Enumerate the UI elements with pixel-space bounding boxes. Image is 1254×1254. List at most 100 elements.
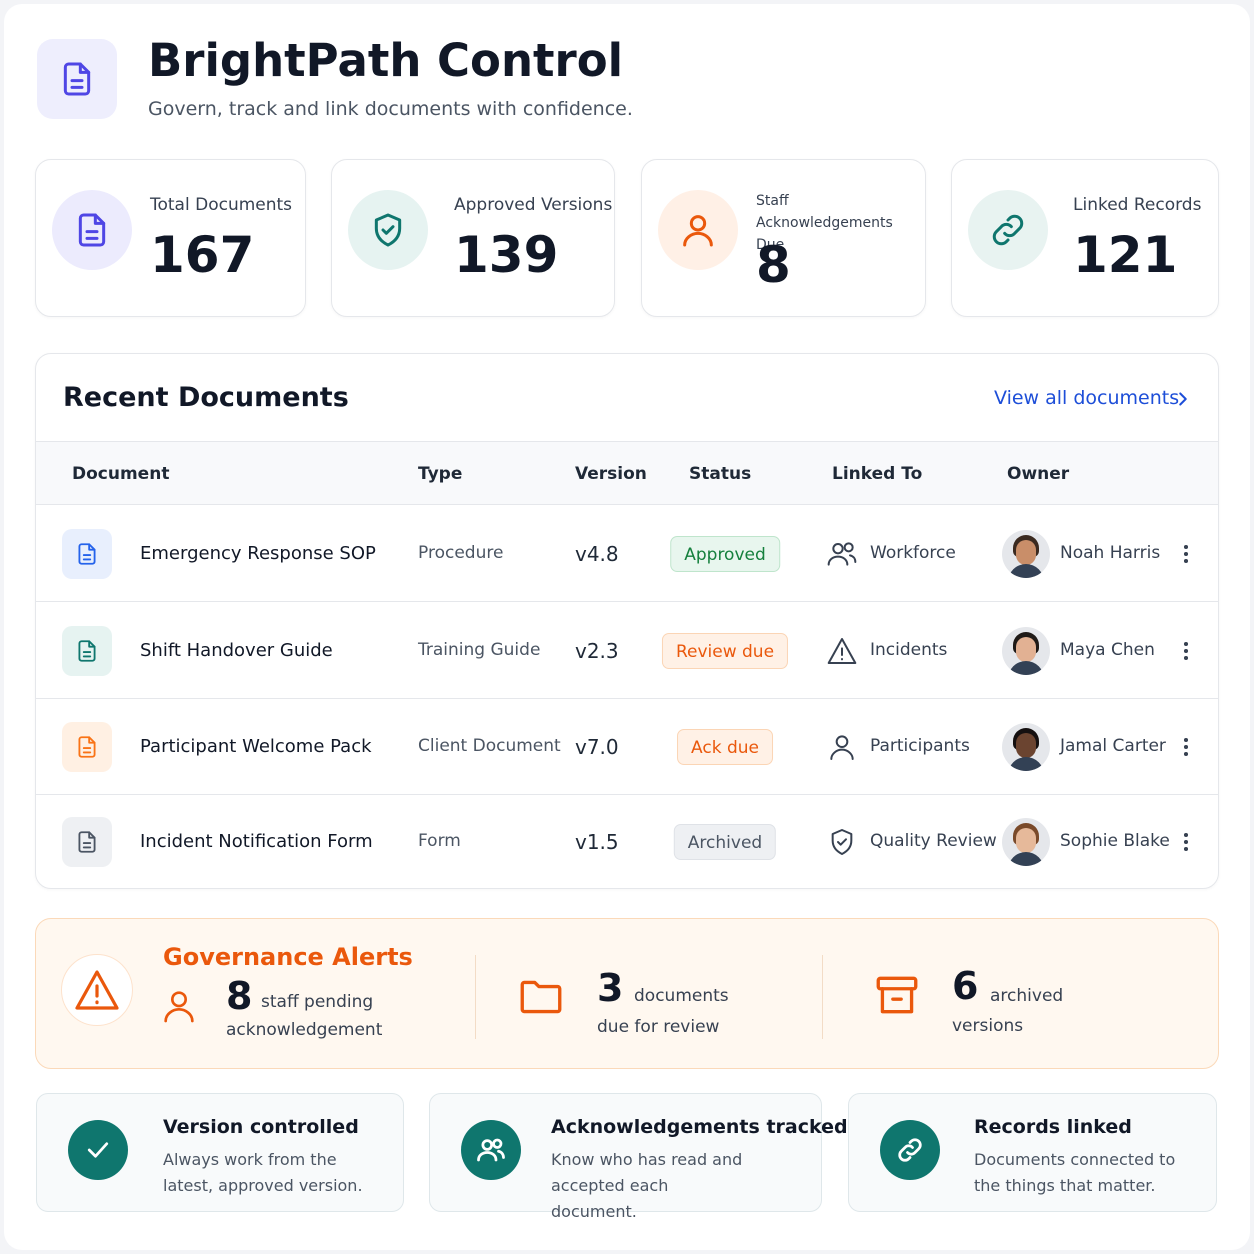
stat-icon-circle: [968, 190, 1048, 270]
page-subtitle: Govern, track and link documents with co…: [148, 98, 633, 120]
doc-icon-tile: [62, 722, 112, 772]
icon: [63, 62, 91, 96]
icon[interactable]: [1174, 639, 1198, 663]
icon: [830, 735, 854, 760]
alert-unit: documents: [634, 986, 729, 1006]
row-divider: [36, 698, 1218, 699]
icon: [520, 980, 562, 1014]
feature-text: Know who has read and accepted each docu…: [551, 1150, 743, 1221]
avatar: [1002, 817, 1050, 866]
stat-label: Staff Acknowledgements Due: [756, 193, 893, 253]
linked-to: Quality Review: [870, 830, 997, 851]
status-pill: Archived: [673, 823, 777, 860]
icon: [992, 214, 1024, 246]
feature-title: Version controlled: [163, 1116, 359, 1138]
doc-type: Client Document: [418, 736, 561, 756]
doc-name: Shift Handover Guide: [140, 639, 333, 661]
icon: [876, 976, 918, 1014]
owner-name: Jamal Carter: [1060, 736, 1166, 756]
alert-value: 6: [952, 964, 979, 1008]
doc-type: Training Guide: [418, 639, 541, 660]
column-header: Document: [72, 464, 170, 484]
avatar: [1002, 529, 1050, 578]
doc-version: v7.0: [575, 735, 619, 759]
doc-version: v4.8: [575, 541, 619, 566]
section-title: Recent Documents: [63, 382, 349, 413]
stat-label: Linked Records: [1073, 195, 1202, 215]
row-divider: [36, 601, 1218, 602]
alert-unit: staff pending: [261, 992, 374, 1012]
alert-text: acknowledgement: [226, 1020, 383, 1040]
icon: [78, 830, 96, 853]
alert-text: due for review: [597, 1017, 720, 1037]
icon[interactable]: [1174, 735, 1198, 759]
avatar-body: [1008, 851, 1044, 866]
stat-label: Total Documents: [150, 195, 293, 215]
stat-icon-circle: [52, 190, 132, 270]
avatar-face: [1016, 539, 1036, 565]
alert-unit: archived: [990, 986, 1064, 1006]
icon: [78, 542, 96, 565]
feature-icon-circle: [68, 1120, 128, 1180]
avatar: [1002, 723, 1050, 771]
icon: [683, 215, 713, 247]
icon: [78, 639, 96, 662]
avatar: [1002, 626, 1050, 675]
icon: [898, 1138, 922, 1162]
row-divider: [36, 794, 1218, 795]
owner-name: Maya Chen: [1060, 639, 1155, 660]
owner-name: Sophie Blake: [1060, 830, 1170, 851]
feature-icon-circle: [461, 1120, 521, 1180]
icon: [827, 541, 857, 566]
status-pill: Review due: [661, 632, 789, 669]
table-header-bg: [36, 441, 1218, 505]
avatar-face: [1016, 827, 1036, 853]
feature-text: Always work from the latest, approved ve…: [163, 1150, 363, 1195]
icon: [1179, 392, 1187, 406]
icon[interactable]: [1174, 542, 1198, 566]
avatar-body: [1008, 757, 1044, 771]
icon: [164, 991, 194, 1023]
linked-to: Participants: [870, 736, 970, 756]
column-header: Type: [418, 464, 463, 484]
column-header: Version: [575, 464, 647, 484]
avatar-body: [1008, 660, 1044, 675]
doc-icon-tile: [62, 528, 112, 579]
avatar-face: [1016, 636, 1036, 662]
recent-panel: [35, 353, 1219, 889]
doc-name: Incident Notification Form: [140, 830, 373, 852]
doc-icon-tile: [62, 816, 112, 867]
column-header: Owner: [1007, 464, 1070, 484]
alert-divider: [822, 955, 823, 1039]
alert-value: 8: [226, 974, 253, 1018]
stat-label: Approved Versions: [454, 195, 613, 215]
alerts-title: Governance Alerts: [163, 943, 413, 971]
owner-name: Noah Harris: [1060, 542, 1161, 563]
feature-title: Records linked: [974, 1116, 1132, 1138]
alert-text: versions: [952, 1016, 1024, 1036]
dashboard: BrightPath Control Govern, track and link…: [4, 4, 1250, 1250]
feature-title: Acknowledgements tracked: [551, 1116, 848, 1138]
alert-divider: [475, 955, 476, 1039]
doc-name: Emergency Response SOP: [140, 542, 376, 564]
doc-type: Procedure: [418, 542, 504, 563]
avatar-body: [1008, 563, 1044, 578]
icon: [477, 1138, 505, 1162]
status-pill: Approved: [670, 535, 780, 572]
status-pill: Ack due: [677, 729, 773, 765]
stat-value: 121: [1073, 226, 1178, 284]
doc-type: Form: [418, 830, 461, 851]
linked-to: Workforce: [870, 542, 956, 563]
icon: [78, 736, 96, 758]
column-header: Status: [689, 464, 752, 484]
icon[interactable]: [1174, 830, 1198, 854]
stat-value: 167: [150, 226, 255, 284]
feature-icon-circle: [880, 1120, 940, 1180]
icon: [374, 213, 402, 247]
icon: [831, 828, 853, 855]
column-header: Linked To: [832, 464, 923, 484]
stat-value: 139: [454, 226, 559, 284]
view-all-link[interactable]: View all documents: [994, 387, 1180, 409]
doc-name: Participant Welcome Pack: [140, 736, 372, 757]
icon: [75, 970, 119, 1010]
